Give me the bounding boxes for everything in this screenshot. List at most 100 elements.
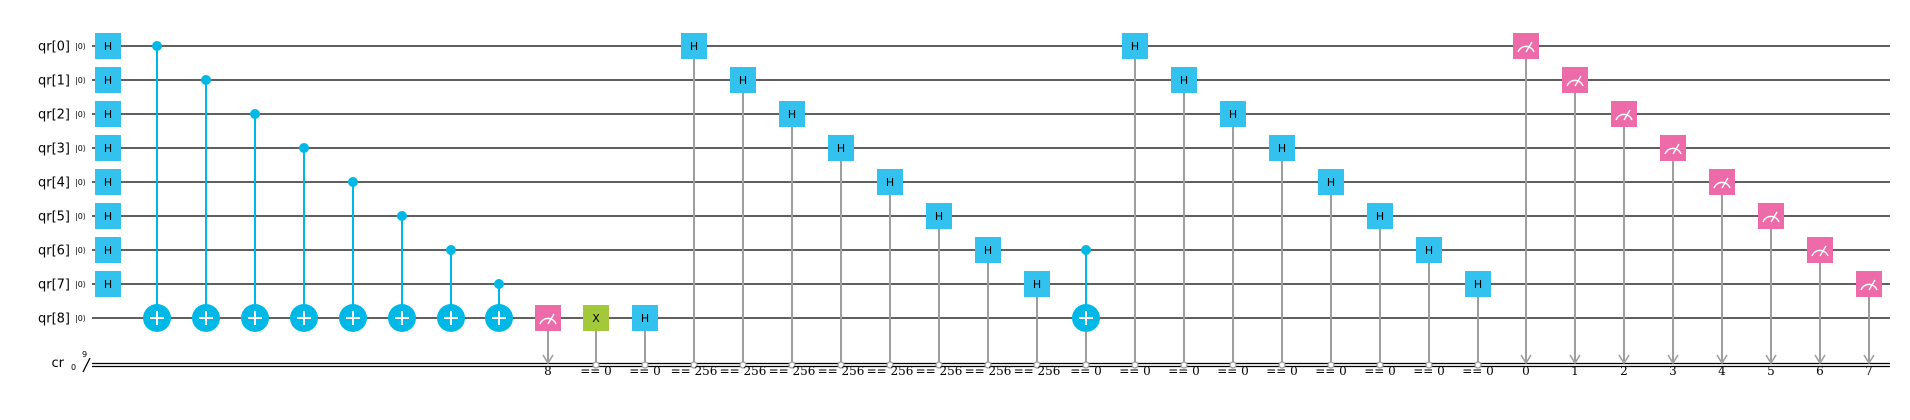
- hadamard-gate: [1465, 271, 1491, 297]
- hadamard-gate-condition-dot: [1033, 361, 1041, 369]
- meter-arc-icon: [1860, 283, 1878, 291]
- cnot-control-dot: [250, 109, 260, 119]
- x-gate-label: X: [592, 312, 600, 325]
- x-gate-condition-dot: [592, 361, 600, 369]
- hadamard-gate: [975, 237, 1001, 263]
- measure-arrow-head: [1667, 354, 1679, 365]
- meter-arc-icon: [1615, 113, 1633, 121]
- meter-needle-icon: [1868, 279, 1876, 291]
- hadamard-gate-condition-dot: [788, 361, 796, 369]
- qubit-init-state: |0⟩: [75, 246, 86, 255]
- hadamard-gate-condition-dot: [1131, 361, 1139, 369]
- meter-needle-icon: [1623, 109, 1631, 121]
- hadamard-gate: [1220, 101, 1246, 127]
- measure-arrow-head: [1863, 354, 1875, 365]
- cnot-control-dot: [1081, 245, 1091, 255]
- wires-layer: [92, 45, 1890, 368]
- measure-bit-index: 7: [1865, 364, 1873, 378]
- hadamard-gate-condition-dot: [1278, 361, 1286, 369]
- condition-label: == 0: [1070, 364, 1102, 378]
- hadamard-gate: [1024, 271, 1050, 297]
- qubit-init-state: |0⟩: [75, 144, 86, 153]
- measure-arrow-head: [1520, 354, 1532, 365]
- hadamard-gate-label: H: [690, 40, 698, 53]
- measure-arrow-head: [1569, 354, 1581, 365]
- condition-label: == 256: [818, 364, 865, 378]
- measure-bit-index: 0: [1522, 364, 1530, 378]
- gates-layer: H H H H H H H H 8 == 0 X == 0 H == 256 H == 256 H == 256 H…: [95, 33, 1882, 378]
- hadamard-gate: [779, 101, 805, 127]
- condition-label: == 0: [1315, 364, 1347, 378]
- measure-arrow-head: [1814, 354, 1826, 365]
- qubit-label: qr[0]: [38, 40, 70, 55]
- hadamard-gate-label: H: [739, 74, 747, 87]
- qubit-init-state: |0⟩: [75, 110, 86, 119]
- hadamard-gate-label: H: [104, 176, 112, 189]
- cnot-control-dot: [494, 279, 504, 289]
- qubit-label: qr[1]: [38, 74, 70, 89]
- cnot-control-dot: [299, 143, 309, 153]
- hadamard-gate-label: H: [641, 312, 649, 325]
- hadamard-gate: [828, 135, 854, 161]
- qubit-init-state: |0⟩: [75, 212, 86, 221]
- cnot-control-dot: [397, 211, 407, 221]
- condition-label: == 0: [1364, 364, 1396, 378]
- qubit-label: qr[6]: [38, 244, 70, 259]
- hadamard-gate-label: H: [1033, 278, 1041, 291]
- hadamard-gate-condition-dot: [1425, 361, 1433, 369]
- hadamard-gate-label: H: [1327, 176, 1335, 189]
- classical-register-init: 0: [71, 363, 76, 372]
- condition-label: == 256: [720, 364, 767, 378]
- qubit-label: qr[4]: [38, 176, 70, 191]
- hadamard-gate: [1122, 33, 1148, 59]
- hadamard-gate-label: H: [1474, 278, 1482, 291]
- measure-bit-index: 1: [1571, 364, 1579, 378]
- hadamard-gate-condition-dot: [1376, 361, 1384, 369]
- bundle-slash: [82, 357, 91, 373]
- meter-needle-icon: [547, 313, 555, 325]
- hadamard-gate: [95, 135, 121, 161]
- condition-label: == 256: [867, 364, 914, 378]
- measure-arrow-head: [1765, 354, 1777, 365]
- condition-label: == 256: [769, 364, 816, 378]
- cnot-control-dot: [201, 75, 211, 85]
- hadamard-gate-label: H: [104, 210, 112, 223]
- hadamard-gate-label: H: [104, 244, 112, 257]
- measure-arrow-head: [1716, 354, 1728, 365]
- meter-needle-icon: [1819, 245, 1827, 257]
- hadamard-gate-label: H: [1180, 74, 1188, 87]
- measure-arrow-head: [1618, 354, 1630, 365]
- condition-label: == 0: [1413, 364, 1445, 378]
- cnot-gate-condition-dot: [1082, 361, 1090, 369]
- condition-label: == 0: [1119, 364, 1151, 378]
- meter-needle-icon: [1721, 177, 1729, 189]
- condition-label: == 0: [1462, 364, 1494, 378]
- condition-label: == 256: [916, 364, 963, 378]
- hadamard-gate: [1416, 237, 1442, 263]
- hadamard-gate: [730, 67, 756, 93]
- hadamard-gate: [95, 203, 121, 229]
- qubit-init-state: |0⟩: [75, 42, 86, 51]
- condition-label: == 0: [1217, 364, 1249, 378]
- condition-label: == 0: [1266, 364, 1298, 378]
- meter-needle-icon: [1574, 75, 1582, 87]
- hadamard-gate-condition-dot: [935, 361, 943, 369]
- classical-register-width: 9: [82, 350, 87, 359]
- hadamard-gate-label: H: [1131, 40, 1139, 53]
- qubit-label: qr[2]: [38, 108, 70, 123]
- qubit-init-state: |0⟩: [75, 76, 86, 85]
- meter-needle-icon: [1770, 211, 1778, 223]
- hadamard-gate-label: H: [104, 278, 112, 291]
- classical-register-label: cr: [52, 356, 65, 371]
- measure-bit-index: 8: [544, 364, 552, 378]
- hadamard-gate-condition-dot: [1229, 361, 1237, 369]
- hadamard-gate: [95, 271, 121, 297]
- hadamard-gate-label: H: [104, 108, 112, 121]
- meter-arc-icon: [1566, 79, 1584, 87]
- meter-arc-icon: [1713, 181, 1731, 189]
- meter-needle-icon: [1672, 143, 1680, 155]
- meter-needle-icon: [1525, 41, 1533, 53]
- meter-arc-icon: [1664, 147, 1682, 155]
- hadamard-gate-label: H: [104, 142, 112, 155]
